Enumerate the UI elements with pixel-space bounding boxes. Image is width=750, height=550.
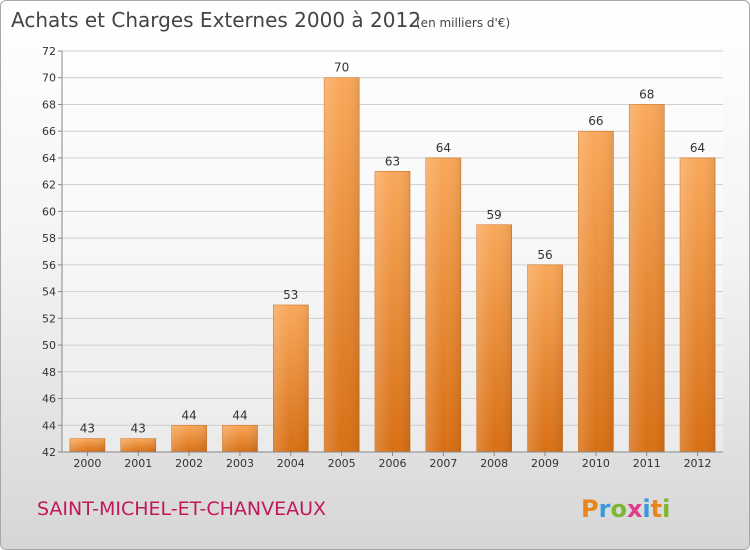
data-label: 64	[690, 141, 705, 155]
bar-shade	[222, 425, 258, 452]
logo-letter: r	[599, 495, 611, 523]
logo-letter: P	[581, 495, 599, 523]
bar-shade	[527, 264, 563, 452]
data-label: 63	[385, 154, 400, 168]
x-tick-label: 2010	[582, 457, 610, 470]
data-label: 44	[181, 408, 196, 422]
y-tick-label: 42	[42, 446, 56, 459]
bar-shade	[578, 131, 614, 452]
logo-letter: x	[627, 495, 643, 523]
logo-letter: i	[662, 495, 670, 523]
y-tick-label: 48	[42, 366, 56, 379]
logo-letter: i	[642, 495, 650, 523]
proxiti-logo: Proxiti	[581, 495, 670, 523]
y-tick-label: 66	[42, 125, 56, 138]
chart-title: Achats et Charges Externes 2000 à 2012	[11, 8, 421, 32]
place-name: SAINT-MICHEL-ET-CHANVEAUX	[37, 498, 326, 520]
y-tick-label: 68	[42, 98, 56, 111]
data-label: 43	[131, 422, 146, 436]
x-tick-label: 2007	[429, 457, 457, 470]
y-tick-label: 50	[42, 339, 56, 352]
chart-subtitle: (en milliers d'€)	[416, 16, 510, 30]
bar-shade	[273, 304, 309, 452]
y-tick-label: 64	[42, 152, 56, 165]
y-tick-label: 72	[42, 45, 56, 58]
y-tick-label: 54	[42, 286, 56, 299]
x-tick-label: 2011	[633, 457, 661, 470]
data-label: 59	[487, 208, 502, 222]
x-tick-label: 2004	[277, 457, 305, 470]
y-tick-label: 70	[42, 72, 56, 85]
bar-shade	[324, 77, 360, 452]
x-tick-label: 2001	[124, 457, 152, 470]
data-label: 66	[588, 114, 603, 128]
y-tick-label: 58	[42, 232, 56, 245]
data-label: 43	[80, 422, 95, 436]
data-label: 68	[639, 87, 654, 101]
x-tick-label: 2000	[73, 457, 101, 470]
data-label: 70	[334, 61, 349, 75]
y-tick-label: 44	[42, 419, 56, 432]
bars: 43 43 44 44 53 70 63 64 59 56 66 68 64	[69, 61, 716, 453]
x-tick-label: 2003	[226, 457, 254, 470]
bar-shade	[171, 425, 207, 452]
y-tick-label: 60	[42, 205, 56, 218]
x-tick-label: 2009	[531, 457, 559, 470]
y-tick-label: 52	[42, 312, 56, 325]
bar-shade	[680, 157, 716, 452]
bar-shade	[120, 438, 156, 452]
bar-shade	[374, 171, 411, 453]
y-tick-label: 62	[42, 179, 56, 192]
axes: 42 44 46 48 50 52 54 56 58 60 62 64 66 68 70 72 2000 2001…	[42, 45, 723, 470]
bar-shade	[629, 104, 665, 452]
bar-shade	[425, 157, 461, 452]
x-tick-label: 2008	[480, 457, 508, 470]
x-tick-label: 2002	[175, 457, 203, 470]
data-label: 44	[232, 408, 247, 422]
y-tick-label: 56	[42, 259, 56, 272]
data-label: 56	[537, 248, 552, 262]
bar-shade	[476, 224, 512, 452]
x-tick-label: 2005	[328, 457, 356, 470]
bar-shade	[69, 438, 105, 452]
y-tick-label: 46	[42, 393, 56, 406]
x-tick-label: 2012	[684, 457, 712, 470]
data-label: 53	[283, 288, 298, 302]
logo-letter: o	[610, 495, 627, 523]
data-label: 64	[436, 141, 451, 155]
x-tick-label: 2006	[379, 457, 407, 470]
logo-letter: t	[651, 495, 662, 523]
